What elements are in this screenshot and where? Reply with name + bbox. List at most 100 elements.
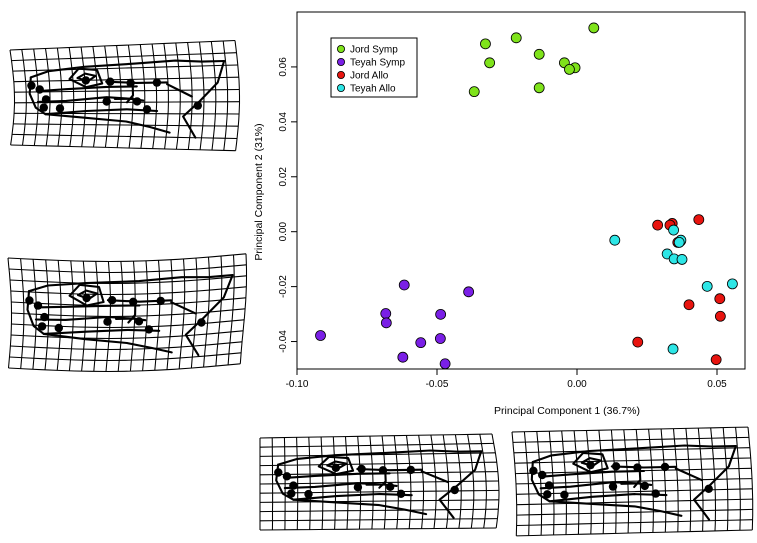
scatter-points bbox=[315, 22, 738, 370]
y-tick-label: 0.00 bbox=[278, 222, 289, 242]
landmark-point bbox=[357, 464, 366, 474]
landmark-point bbox=[529, 466, 538, 475]
legend-label-jord-allo: Jord Allo bbox=[350, 71, 389, 82]
point-jord-allo bbox=[693, 214, 705, 226]
shape-outline bbox=[693, 445, 737, 521]
deformation-grid-top-left bbox=[9, 39, 241, 152]
shape-outline bbox=[42, 332, 173, 354]
point-teyah-allo bbox=[701, 280, 713, 292]
landmark-point bbox=[35, 85, 44, 94]
point-jord-symp bbox=[510, 32, 522, 44]
shape-outline bbox=[170, 301, 197, 315]
point-jord-symp bbox=[484, 57, 496, 69]
grid-line bbox=[9, 352, 242, 362]
shape-outline bbox=[420, 470, 450, 484]
grid-line bbox=[514, 457, 751, 464]
shape-outline bbox=[674, 467, 704, 482]
landmark-point bbox=[287, 489, 296, 498]
grid-line bbox=[68, 47, 75, 147]
landmark-point bbox=[450, 485, 459, 495]
landmark-point bbox=[353, 483, 363, 492]
point-jord-symp bbox=[533, 48, 545, 60]
point-teyah-symp bbox=[380, 308, 392, 319]
point-jord-allo bbox=[683, 299, 695, 311]
grid-line bbox=[259, 518, 498, 522]
deformation-grid-middle-left bbox=[7, 253, 248, 373]
point-jord-symp bbox=[564, 63, 575, 75]
shape-outline bbox=[68, 67, 104, 89]
landmark-point bbox=[82, 293, 91, 303]
grid-line bbox=[10, 341, 243, 351]
shape-outline bbox=[531, 444, 737, 464]
plot-frame bbox=[296, 11, 746, 370]
grid-line bbox=[259, 527, 497, 531]
legend: Jord Symp Teyah Symp Jord Allo Teyah All… bbox=[330, 37, 418, 98]
point-teyah-symp bbox=[380, 317, 392, 329]
x-axis-title: Principal Component 1 (36.7%) bbox=[494, 405, 640, 417]
x-axis: -0.10 -0.05 0.00 0.05 bbox=[286, 369, 727, 390]
point-jord-symp bbox=[533, 82, 545, 94]
landmark-point bbox=[586, 460, 595, 470]
point-teyah-symp bbox=[435, 308, 447, 320]
landmark-point bbox=[144, 325, 154, 334]
point-jord-symp bbox=[480, 38, 491, 50]
grid-line bbox=[516, 488, 753, 495]
landmark-point bbox=[41, 95, 51, 104]
grid-line bbox=[8, 264, 247, 274]
shape-outline bbox=[29, 59, 226, 79]
grid-line bbox=[259, 442, 494, 448]
x-tick-label: 0.00 bbox=[567, 379, 587, 390]
grid-line bbox=[513, 447, 750, 454]
grid-line bbox=[259, 508, 499, 513]
point-jord-allo bbox=[652, 219, 664, 231]
grid-line bbox=[511, 431, 518, 536]
point-jord-allo bbox=[714, 310, 726, 322]
y-axis-title: Principal Component 2 (31%) bbox=[253, 123, 265, 260]
landmark-point bbox=[197, 318, 206, 327]
x-tick-label: 0.05 bbox=[707, 379, 727, 390]
grid-line bbox=[92, 46, 98, 148]
y-tick-label: -0.04 bbox=[278, 330, 289, 353]
landmark-point bbox=[27, 81, 36, 90]
shape-outline bbox=[277, 449, 483, 466]
landmark-point bbox=[55, 104, 65, 113]
grid-line bbox=[234, 40, 241, 151]
grid-line bbox=[8, 363, 241, 373]
point-jord-symp bbox=[468, 86, 480, 98]
landmark-point bbox=[103, 317, 112, 326]
shape-outline bbox=[125, 83, 135, 104]
legend-box bbox=[330, 37, 418, 98]
landmark-point bbox=[39, 103, 48, 112]
landmark-point bbox=[156, 296, 165, 306]
landmark-point bbox=[396, 489, 406, 498]
landmark-point bbox=[560, 490, 569, 499]
grid-line bbox=[516, 498, 753, 506]
point-teyah-symp bbox=[439, 358, 451, 370]
landmark-point bbox=[704, 484, 713, 493]
landmark-point bbox=[633, 463, 642, 472]
grid-line bbox=[516, 508, 753, 516]
legend-marker-jord-symp bbox=[336, 45, 345, 54]
landmark-point bbox=[538, 470, 547, 480]
landmark-point bbox=[132, 97, 142, 106]
grid-line bbox=[259, 461, 497, 467]
point-teyah-allo bbox=[609, 234, 621, 246]
grid-line bbox=[14, 88, 240, 93]
shape-outline bbox=[44, 113, 171, 134]
deformation-grid-bottom-right bbox=[511, 426, 754, 537]
y-tick-label: 0.04 bbox=[278, 112, 289, 132]
point-teyah-symp bbox=[463, 286, 475, 298]
grid-line bbox=[9, 39, 236, 51]
grid-line bbox=[516, 519, 753, 527]
grid-line bbox=[10, 144, 236, 152]
landmark-point bbox=[651, 489, 660, 498]
landmark-point bbox=[129, 297, 138, 306]
grid-line bbox=[7, 253, 247, 263]
grid-line bbox=[10, 286, 247, 296]
grid-line bbox=[9, 275, 247, 285]
point-jord-allo bbox=[714, 293, 726, 305]
landmark-point bbox=[152, 78, 162, 87]
landmark-point bbox=[406, 465, 415, 475]
y-axis: -0.04 -0.02 0.00 0.02 0.04 0.06 bbox=[278, 57, 297, 353]
grid-line bbox=[11, 308, 246, 318]
